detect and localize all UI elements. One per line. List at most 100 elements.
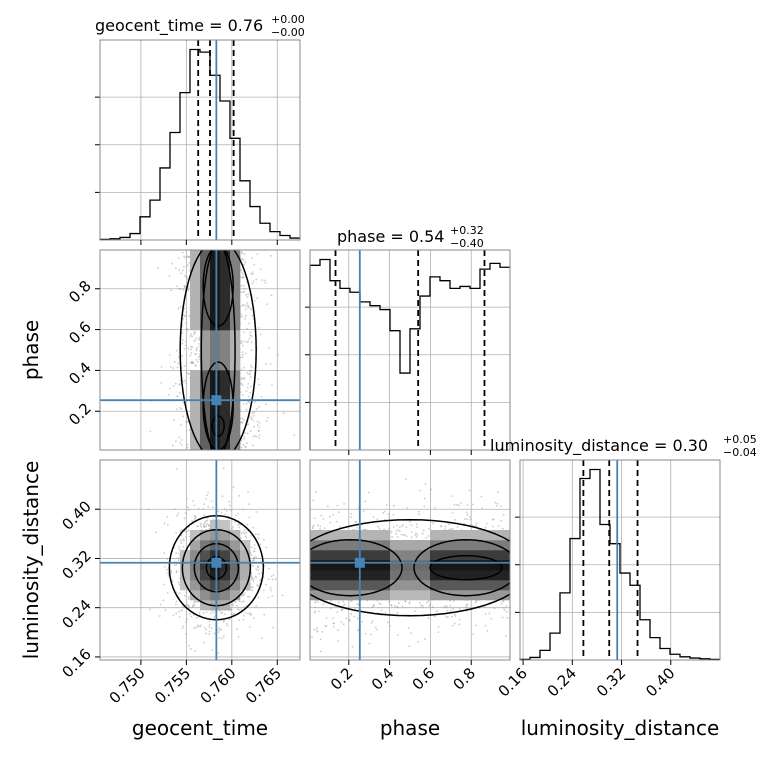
sample-point bbox=[336, 504, 339, 507]
sample-point bbox=[484, 613, 487, 615]
density-cell bbox=[330, 580, 341, 591]
density-cell bbox=[320, 590, 331, 601]
sample-point bbox=[193, 626, 196, 629]
x-tick-label-phase: 0.4 bbox=[368, 664, 398, 694]
x-tick-label-geocent-time: 0.765 bbox=[242, 664, 285, 707]
sample-point bbox=[243, 378, 246, 380]
density-cell bbox=[460, 540, 471, 551]
sample-point bbox=[451, 512, 454, 514]
sample-point bbox=[220, 511, 223, 514]
sample-point bbox=[426, 601, 429, 604]
sample-point bbox=[205, 525, 208, 528]
sample-point bbox=[448, 528, 451, 531]
sample-point bbox=[267, 578, 270, 581]
density-cell bbox=[180, 560, 191, 571]
sample-point bbox=[183, 594, 186, 597]
sample-point bbox=[390, 604, 393, 607]
sample-point bbox=[246, 304, 249, 306]
sample-point bbox=[459, 502, 462, 504]
sample-point bbox=[177, 552, 180, 555]
sample-point bbox=[229, 509, 232, 512]
sample-point bbox=[254, 533, 257, 536]
density-cell bbox=[420, 570, 431, 581]
sample-point bbox=[253, 299, 256, 302]
sample-point bbox=[376, 628, 378, 631]
sample-point bbox=[361, 620, 364, 623]
sample-point bbox=[343, 603, 346, 606]
y-tick-label-luminosity-distance: 0.40 bbox=[58, 497, 94, 533]
sample-point bbox=[178, 548, 181, 550]
sample-point bbox=[241, 251, 243, 253]
sample-point bbox=[261, 279, 264, 282]
sample-point bbox=[271, 578, 274, 581]
sample-point bbox=[175, 612, 178, 615]
panel-frame bbox=[519, 459, 721, 661]
density-cell bbox=[220, 270, 231, 281]
sample-point bbox=[186, 618, 188, 620]
sample-point bbox=[194, 516, 197, 519]
sample-point bbox=[247, 595, 249, 598]
sample-point bbox=[181, 325, 184, 328]
sample-point bbox=[185, 591, 188, 594]
density-cell bbox=[470, 570, 481, 581]
density-cell bbox=[350, 530, 361, 541]
density-cell bbox=[470, 540, 481, 551]
sample-point bbox=[388, 601, 391, 603]
sample-point bbox=[357, 629, 359, 632]
sample-point bbox=[247, 293, 250, 296]
xlabel-phase: phase bbox=[380, 716, 440, 740]
sample-point bbox=[457, 504, 460, 507]
sample-point bbox=[321, 630, 324, 633]
density-cell bbox=[450, 530, 461, 541]
sample-point bbox=[377, 525, 380, 528]
sample-point bbox=[466, 513, 469, 516]
sample-point bbox=[197, 525, 199, 528]
sample-point bbox=[250, 554, 253, 556]
hist-bar bbox=[200, 52, 210, 240]
sample-point bbox=[364, 500, 367, 503]
sample-point bbox=[207, 491, 210, 494]
density-cell bbox=[440, 580, 451, 591]
hist-bar bbox=[220, 101, 230, 240]
density-cell bbox=[210, 310, 221, 321]
density-cell bbox=[230, 430, 241, 441]
sample-point bbox=[424, 483, 427, 486]
sample-point bbox=[396, 524, 399, 527]
density-cell bbox=[480, 530, 491, 541]
sample-point bbox=[419, 489, 422, 492]
sample-point bbox=[186, 420, 189, 423]
sample-point bbox=[243, 592, 246, 595]
sample-point bbox=[423, 505, 426, 508]
sample-point bbox=[263, 538, 265, 541]
sample-point bbox=[354, 607, 356, 609]
density-cell bbox=[350, 550, 361, 561]
sample-point bbox=[163, 522, 166, 525]
y-tick-label-luminosity-distance: 0.16 bbox=[58, 645, 94, 681]
sample-point bbox=[445, 605, 448, 607]
sample-point bbox=[176, 285, 179, 288]
sample-point bbox=[244, 315, 247, 317]
sample-point bbox=[277, 354, 279, 356]
x-tick-label-luminosity-distance: 0.16 bbox=[495, 664, 531, 700]
sample-point bbox=[445, 606, 448, 609]
density-cell bbox=[190, 270, 201, 281]
sample-point bbox=[178, 615, 181, 618]
density-cell bbox=[430, 530, 441, 541]
density-cell bbox=[310, 570, 321, 581]
sample-point bbox=[238, 494, 241, 497]
sample-point bbox=[221, 637, 224, 640]
sample-point bbox=[186, 264, 189, 267]
sample-point bbox=[429, 603, 432, 606]
sample-point bbox=[250, 366, 253, 369]
xlabel-geocent-time: geocent_time bbox=[132, 716, 268, 740]
sample-point bbox=[187, 506, 190, 509]
density-cell bbox=[190, 380, 201, 391]
density-cell bbox=[450, 580, 461, 591]
sample-point bbox=[253, 547, 256, 550]
sample-point bbox=[224, 513, 227, 516]
density-cell bbox=[230, 390, 241, 401]
sample-point bbox=[175, 600, 178, 603]
sample-point bbox=[193, 601, 196, 604]
sample-point bbox=[255, 576, 257, 579]
